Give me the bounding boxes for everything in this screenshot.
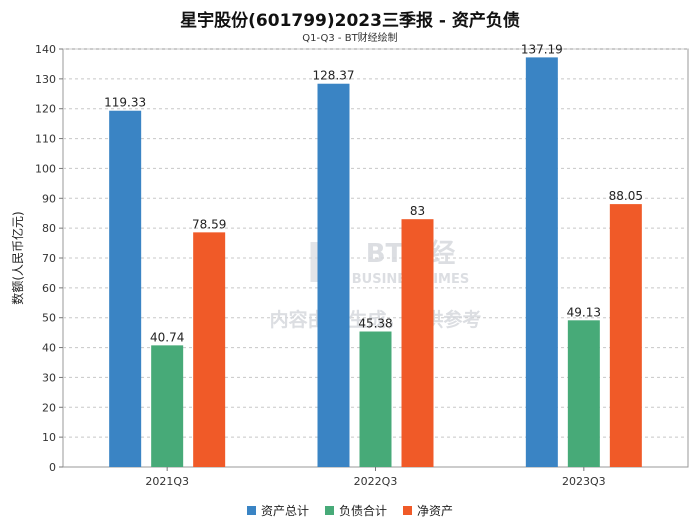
data-label: 119.33 [104,96,146,110]
data-label: 128.37 [313,69,355,83]
bar-chart: 0 10 20 30 40 50 60 70 80 90 100 110 120 130 140 数额(人民币… [10,42,689,488]
legend-swatch [246,506,256,515]
y-tick-label: 20 [42,401,56,414]
y-tick-label: 0 [49,461,56,474]
y-tick-label: 30 [42,371,56,384]
y-tick-label: 130 [35,73,56,86]
data-label: 40.74 [150,330,184,344]
legend-swatch [403,506,412,515]
y-axis-label: 数额(人民币亿元) [10,211,25,304]
y-tick-label: 100 [35,162,56,175]
bar [193,232,226,467]
data-label: 88.05 [609,189,643,203]
legend-item: 负债合计 [324,502,387,519]
data-label: 137.19 [521,42,563,56]
y-tick-label: 110 [35,133,56,146]
chart-title: 星宇股份(601799)2023三季报 - 资产负债 [180,11,520,31]
bar [359,331,392,467]
legend-swatch [324,506,334,515]
y-tick-label: 140 [35,43,56,56]
watermark-logo-icon [310,242,319,282]
bar [401,219,434,467]
bar [151,345,184,467]
bar [109,110,142,467]
y-tick-label: 10 [42,431,56,444]
legend-label: 净资产 [417,504,454,518]
legend-label: 资产总计 [260,504,309,518]
y-tick-label: 60 [42,282,56,295]
bar [567,320,600,467]
legend-item: 净资产 [403,502,453,519]
data-label: 78.59 [192,217,226,231]
data-label: 83 [410,204,425,218]
legend-item: 资产总计 [246,502,309,519]
x-tick-label: 2022Q3 [354,475,398,488]
bar [609,204,642,468]
y-tick-label: 50 [42,312,56,325]
data-label: 49.13 [567,305,601,319]
bar [317,83,350,468]
legend-label: 负债合计 [338,504,387,518]
bar [525,57,558,467]
chart-subtitle: Q1-Q3 - BT财经绘制 [302,33,398,44]
x-tick-label: 2023Q3 [562,475,606,488]
data-label: 45.38 [358,317,392,331]
y-tick-label: 90 [42,192,56,205]
y-tick-label: 120 [35,103,56,116]
y-tick-label: 80 [42,222,56,235]
x-tick-label: 2021Q3 [145,475,189,488]
legend: 资产总计 负债合计 净资产 [0,502,700,519]
y-tick-label: 40 [42,342,56,355]
y-tick-label: 70 [42,252,56,265]
